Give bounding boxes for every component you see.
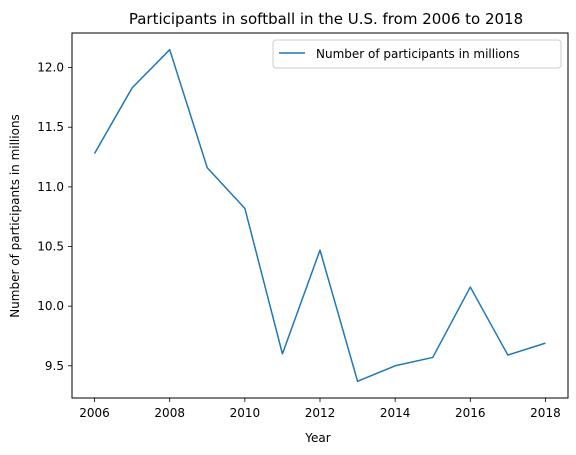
y-tick-label: 11.0 bbox=[37, 180, 64, 194]
x-tick-label: 2012 bbox=[305, 406, 336, 420]
y-tick-label: 10.5 bbox=[37, 240, 64, 254]
x-axis-ticks: 2006 2008 2010 2012 2014 2016 2018 bbox=[79, 398, 561, 420]
y-tick-label: 12.0 bbox=[37, 61, 64, 75]
y-tick-label: 11.5 bbox=[37, 120, 64, 134]
y-axis-ticks: 9.5 10.0 10.5 11.0 11.5 12.0 bbox=[37, 61, 72, 373]
chart-title: Participants in softball in the U.S. fro… bbox=[129, 10, 523, 28]
x-tick-label: 2010 bbox=[230, 406, 261, 420]
legend-box bbox=[272, 39, 562, 69]
x-tick-label: 2018 bbox=[530, 406, 561, 420]
x-tick-label: 2008 bbox=[154, 406, 185, 420]
x-tick-label: 2006 bbox=[79, 406, 110, 420]
x-tick-label: 2016 bbox=[455, 406, 486, 420]
x-axis-label: Year bbox=[304, 431, 330, 445]
y-tick-label: 10.0 bbox=[37, 299, 64, 313]
series-layer bbox=[93, 48, 546, 383]
y-axis-label: Number of participants in millions bbox=[8, 114, 22, 318]
y-tick-label: 9.5 bbox=[45, 359, 64, 373]
x-tick-label: 2014 bbox=[380, 406, 411, 420]
plot-frame bbox=[71, 32, 569, 399]
legend: Number of participants in millions bbox=[272, 39, 562, 69]
series-line bbox=[93, 48, 546, 383]
legend-label: Number of participants in millions bbox=[316, 47, 520, 61]
